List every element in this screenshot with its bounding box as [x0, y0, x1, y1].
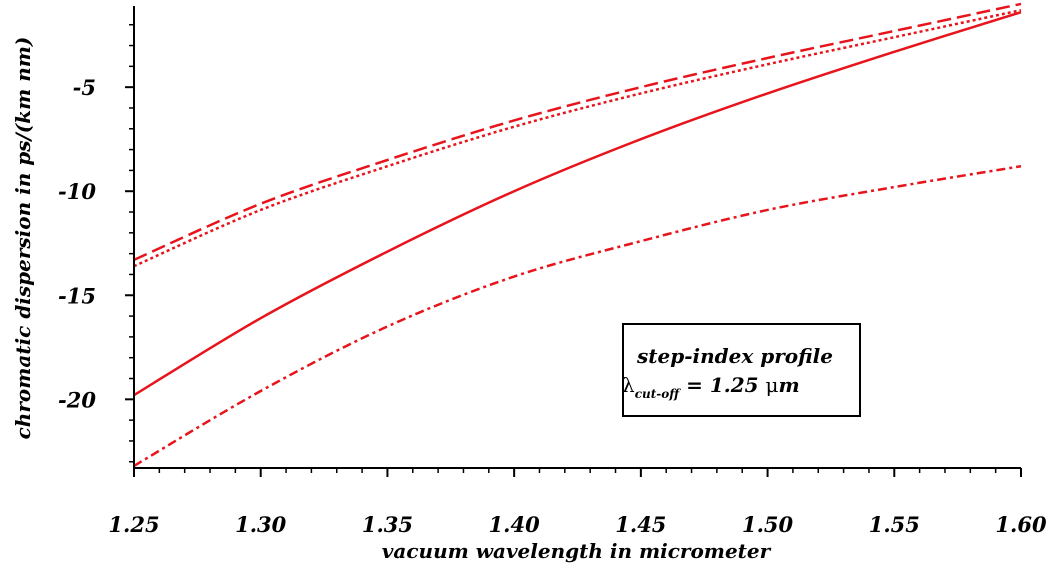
series-line-dashed: [133, 2, 1022, 262]
unit-mu: μ: [766, 373, 779, 397]
annotation-border: [622, 323, 861, 417]
y-axis-label: chromatic dispersion in ps/(km nm): [11, 37, 35, 440]
y-tick-label: -5: [73, 75, 96, 100]
x-tick-label: 1.50: [742, 512, 794, 537]
x-tick-label: 1.40: [489, 512, 541, 537]
x-tick-label: 1.60: [995, 512, 1047, 537]
series-line-dotted: [133, 8, 1022, 268]
annotation-line2: λcut-off = 1.25 μm: [622, 373, 800, 401]
annotation-line1: step-index profile: [636, 344, 833, 368]
lambda-value: = 1.25: [679, 373, 765, 397]
x-tick-label: 1.35: [362, 512, 413, 537]
lambda-subscript: cut-off: [635, 387, 682, 401]
series-line-dash-dot: [133, 165, 1022, 467]
series-line-solid: [133, 11, 1022, 397]
unit-m: m: [779, 373, 800, 397]
x-tick-label: 1.55: [869, 512, 920, 537]
series-layer: [133, 2, 1022, 467]
x-axis-label: vacuum wavelength in micrometer: [382, 539, 772, 563]
x-tick-label: 1.45: [615, 512, 666, 537]
ticks-layer: 1.25 1.30 1.35 1.40 1.45 1.50 1.55 1.60 -5 -10 -15…: [58, 23, 1047, 537]
annotation-box: step-index profile λcut-off = 1.25 μm: [622, 323, 861, 417]
y-tick-label: -20: [58, 387, 96, 412]
x-tick-label: 1.30: [235, 512, 287, 537]
lambda-symbol: λ: [622, 373, 635, 397]
y-tick-label: -10: [58, 179, 96, 204]
y-tick-label: -15: [58, 283, 96, 308]
x-tick-label: 1.25: [108, 512, 159, 537]
